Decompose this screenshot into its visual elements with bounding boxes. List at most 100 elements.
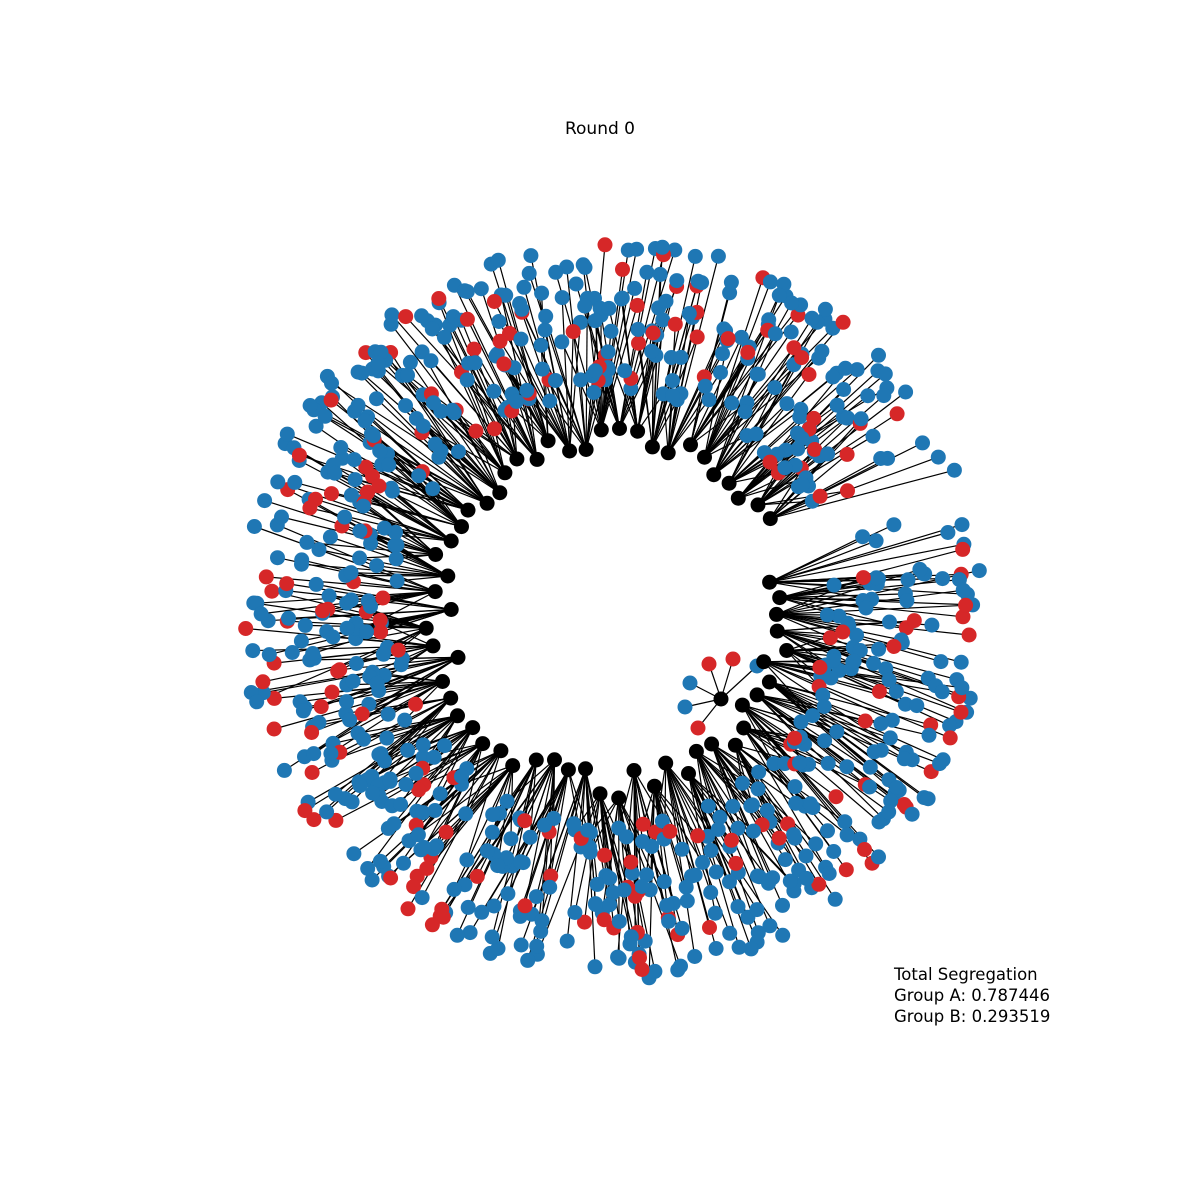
group-a-node <box>884 712 900 728</box>
edge <box>367 727 474 869</box>
group-a-node <box>424 321 440 337</box>
edge <box>776 568 921 615</box>
group-a-node <box>930 449 946 465</box>
group-b-node <box>360 484 376 500</box>
group-a-node <box>523 248 539 264</box>
group-b-node <box>375 590 391 606</box>
group-a-node <box>457 283 473 299</box>
edge <box>695 751 734 807</box>
edge <box>423 743 484 848</box>
group-a-node <box>611 914 627 929</box>
group-a-node <box>343 487 359 503</box>
group-b-node <box>354 706 370 722</box>
group-a-node <box>317 408 333 424</box>
group-a-node <box>519 382 535 398</box>
group-a-node <box>444 402 460 418</box>
group-b-node <box>255 674 271 690</box>
group-a-node <box>274 509 289 525</box>
edge <box>763 661 917 707</box>
group-a-node <box>294 556 309 572</box>
group-a-node <box>644 343 660 359</box>
edge <box>713 411 746 475</box>
group-a-node <box>297 617 313 633</box>
hub-node <box>418 620 434 636</box>
edge <box>549 400 587 450</box>
group-a-node <box>534 913 550 929</box>
group-a-node <box>794 477 810 493</box>
group-a-node <box>546 810 562 826</box>
group-a-node <box>955 582 971 598</box>
group-a-node <box>687 867 703 883</box>
group-a-node <box>410 827 426 843</box>
edge <box>786 649 936 687</box>
hub-node <box>772 590 788 606</box>
group-a-node <box>826 577 842 593</box>
group-a-node <box>427 436 443 452</box>
group-b-node <box>958 597 974 613</box>
group-a-node <box>306 746 322 762</box>
group-a-node <box>325 629 341 645</box>
group-a-node <box>602 897 618 913</box>
group-a-node <box>820 446 836 462</box>
group-a-node <box>343 565 359 581</box>
group-b-node <box>264 583 280 599</box>
group-a-node <box>348 656 364 671</box>
group-b-node <box>424 917 440 933</box>
group-a-node <box>521 265 537 281</box>
edge <box>361 372 501 494</box>
group-a-node <box>352 778 368 794</box>
edge <box>776 577 864 615</box>
group-a-node <box>415 418 431 434</box>
edge <box>493 390 549 442</box>
group-b-node <box>258 569 274 585</box>
hub-node <box>562 443 578 459</box>
group-a-node <box>308 576 324 592</box>
group-b-node <box>492 333 508 349</box>
hub-node <box>505 758 521 774</box>
group-b-node <box>315 603 331 619</box>
group-a-node <box>302 398 318 413</box>
edge <box>695 751 739 829</box>
edge <box>769 524 963 583</box>
group-a-node <box>357 413 373 429</box>
group-a-node <box>345 673 361 689</box>
group-a-node <box>767 380 783 396</box>
group-a-node <box>710 821 726 837</box>
group-a-node <box>762 274 778 290</box>
group-a-node <box>703 885 719 900</box>
group-a-node <box>733 329 749 345</box>
group-a-node <box>673 349 689 365</box>
group-a-node <box>784 295 800 311</box>
group-a-node <box>364 872 380 888</box>
group-a-node <box>432 786 448 802</box>
group-a-node <box>877 366 893 382</box>
group-a-node <box>246 519 262 534</box>
edge <box>397 575 448 582</box>
edge <box>309 404 488 504</box>
group-a-node <box>639 867 655 883</box>
group-a-node <box>276 762 292 778</box>
group-a-node <box>871 849 886 865</box>
group-a-node <box>479 843 495 859</box>
group-a-node <box>534 285 550 301</box>
edge <box>405 316 538 460</box>
group-a-node <box>793 714 809 730</box>
edge <box>769 681 871 768</box>
group-b-node <box>838 862 854 878</box>
edge <box>618 797 668 906</box>
hub-node <box>529 451 545 467</box>
edge <box>779 583 878 599</box>
group-a-node <box>529 938 545 954</box>
group-b-node <box>304 765 320 780</box>
group-a-node <box>577 259 593 275</box>
group-a-node <box>656 874 672 890</box>
group-b-node <box>787 730 803 746</box>
group-a-node <box>737 404 753 420</box>
group-b-node <box>279 576 295 592</box>
group-b-node <box>517 813 533 829</box>
edge <box>654 785 699 837</box>
group-b-node <box>324 486 339 502</box>
group-a-node <box>767 326 783 342</box>
group-b-node <box>953 704 969 720</box>
